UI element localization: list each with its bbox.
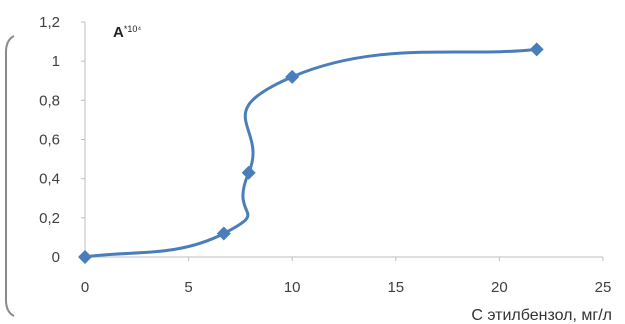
data-point-marker xyxy=(285,69,300,84)
x-tick-label: 15 xyxy=(387,279,404,296)
x-tick-label: 10 xyxy=(284,279,301,296)
data-point-marker xyxy=(216,226,231,241)
x-tick-label: 0 xyxy=(81,279,89,296)
y-tick-label: 0,4 xyxy=(39,171,60,188)
y-tick-label: 0,6 xyxy=(39,132,60,149)
x-tick-label: 20 xyxy=(491,279,508,296)
x-tick-group: 0 5 10 15 20 25 xyxy=(81,257,612,296)
y-tick-label: 1,2 xyxy=(39,14,60,31)
data-point-marker xyxy=(78,250,92,264)
y-tick-label: 0,2 xyxy=(39,210,60,227)
x-axis-label: C этилбензол, мг/л xyxy=(471,307,612,324)
y-axis-label: A*10⁴ xyxy=(113,24,141,41)
series-line xyxy=(83,47,539,259)
y-tick-label: 0,8 xyxy=(39,92,60,109)
left-bracket-decoration xyxy=(5,35,15,317)
data-point-marker xyxy=(241,165,256,180)
data-point-marker xyxy=(529,42,544,57)
y-tick-group: 0 0,2 0,4 0,6 0,8 1 1,2 xyxy=(39,14,85,266)
y-tick-label: 0 xyxy=(52,249,60,266)
x-tick-label: 25 xyxy=(595,279,612,296)
marker-group xyxy=(78,42,544,264)
y-tick-label: 1 xyxy=(52,53,60,70)
x-tick-label: 5 xyxy=(184,279,192,296)
